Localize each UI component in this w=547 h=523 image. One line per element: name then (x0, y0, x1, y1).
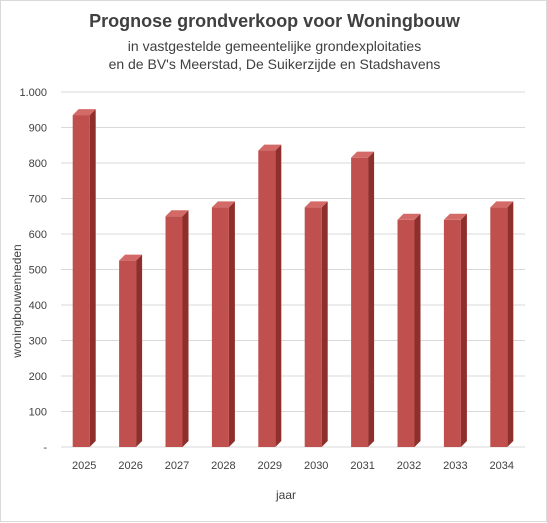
bar-side (228, 201, 235, 447)
x-tick-label: 2025 (72, 460, 96, 472)
x-tick-label: 2030 (304, 460, 328, 472)
bar-top (258, 144, 282, 151)
bar (490, 201, 514, 447)
bar-front (490, 207, 508, 447)
x-tick-label: 2027 (165, 460, 189, 472)
bar-side (182, 210, 189, 447)
bar-top (351, 151, 375, 158)
y-tick-label: 100 (29, 407, 47, 419)
bar-front (443, 219, 461, 447)
chart-subtitle-line-1: in vastgestelde gemeentelijke grondexplo… (127, 38, 422, 54)
bar-side (368, 151, 375, 448)
y-tick-label: 900 (29, 123, 47, 135)
y-tick-label: 300 (29, 336, 47, 348)
x-tick-label: 2034 (490, 460, 514, 472)
bar-front (165, 216, 183, 447)
y-tick-label: 200 (29, 371, 47, 383)
bar-side (136, 254, 143, 447)
bar (351, 151, 375, 448)
bar-front (119, 260, 137, 447)
bar-top (211, 201, 235, 208)
bar-top (443, 213, 467, 220)
x-tick-label: 2031 (350, 460, 374, 472)
bar-top (304, 201, 328, 208)
bar (119, 254, 143, 447)
chart-title: Prognose grondverkoop voor Woningbouw (89, 11, 460, 31)
y-tick-label: 500 (29, 265, 47, 277)
bar-side (89, 109, 96, 447)
bar-top (119, 254, 143, 261)
y-tick-label: 400 (29, 300, 47, 312)
bar-front (351, 157, 369, 448)
bar-front (397, 219, 415, 447)
bar (72, 109, 96, 447)
bar-top (490, 201, 514, 208)
y-axis-label: woningbouwenheden (10, 244, 24, 358)
y-tick-label: 700 (29, 194, 47, 206)
chart-subtitle-line-2: en de BV's Meerstad, De Suikerzijde en S… (108, 56, 441, 72)
bar-side (507, 201, 514, 447)
bar-side (460, 213, 467, 447)
x-axis-label: jaar (275, 488, 296, 502)
bar (397, 213, 421, 447)
y-tick-label: - (43, 442, 47, 454)
bars (72, 109, 514, 448)
bar-top (72, 109, 96, 116)
bar-side (321, 201, 328, 447)
bar (443, 213, 467, 447)
bar-side (275, 144, 282, 447)
bar-top (165, 210, 189, 217)
x-tick-label: 2032 (397, 460, 421, 472)
x-tick-label: 2026 (118, 460, 142, 472)
bar (304, 201, 328, 447)
bar (165, 210, 189, 447)
x-tick-label: 2033 (443, 460, 467, 472)
bar-top (397, 213, 421, 220)
x-tick-labels: 2025 2026 2027 2028 2029 2030 2031 2032 2033 2034 (72, 460, 514, 472)
bar (211, 201, 235, 447)
bar-front (211, 207, 229, 447)
bar (258, 144, 282, 447)
bar-front (304, 207, 322, 447)
bar-front (72, 115, 90, 447)
y-tick-label: 600 (29, 229, 47, 241)
x-tick-label: 2028 (211, 460, 235, 472)
y-tick-labels: - 100 200 300 400 500 600 700 800 900 1.000 (19, 87, 47, 454)
bar-front (258, 150, 276, 447)
bar-side (414, 213, 421, 447)
x-tick-label: 2029 (258, 460, 282, 472)
y-tick-label: 1.000 (19, 87, 47, 99)
y-tick-label: 800 (29, 158, 47, 170)
